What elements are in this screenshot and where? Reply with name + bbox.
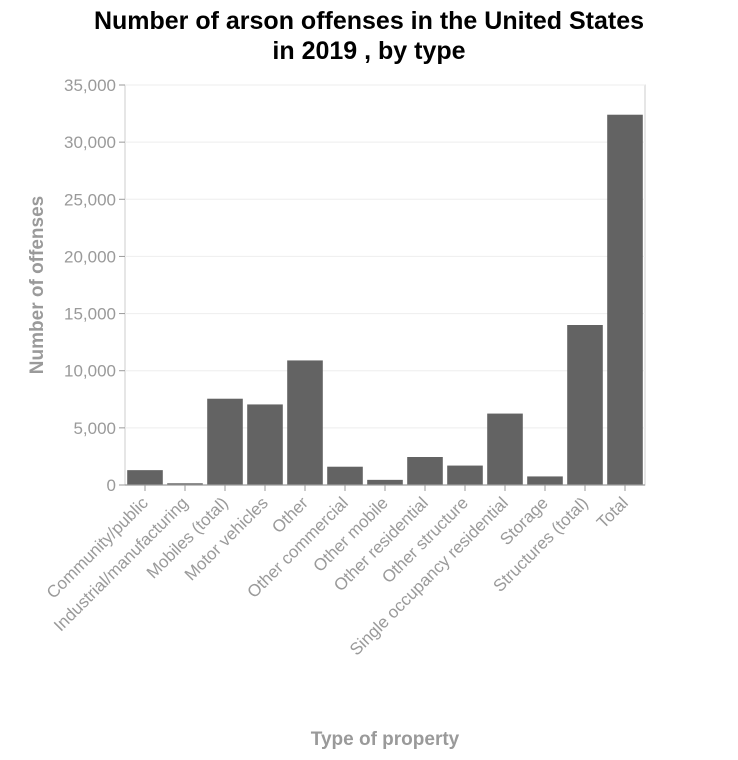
bar — [527, 476, 563, 485]
plot-area — [124, 84, 646, 486]
bar — [327, 466, 363, 485]
y-tick-label: 25,000 — [64, 190, 116, 209]
y-tick-label: 5,000 — [73, 419, 116, 438]
chart-title-line-1: Number of arson offenses in the United S… — [93, 7, 645, 35]
y-tick-label: 35,000 — [64, 76, 116, 95]
bar — [607, 114, 643, 485]
bar — [207, 398, 243, 485]
bar — [487, 413, 523, 485]
bar — [247, 404, 283, 485]
chart-title: Number of arson offenses in the United S… — [0, 6, 738, 66]
chart-title-line-2: in 2019 , by type — [272, 37, 466, 65]
bar — [407, 457, 443, 485]
x-axis-title: Type of property — [311, 729, 460, 750]
bar — [367, 479, 403, 485]
bar — [127, 470, 163, 485]
bar — [567, 325, 603, 485]
bar — [447, 465, 483, 485]
y-tick-label: 20,000 — [64, 247, 116, 266]
y-tick-label: 10,000 — [64, 362, 116, 381]
y-tick-label: 0 — [107, 476, 116, 495]
y-tick-label: 15,000 — [64, 305, 116, 324]
bar — [167, 483, 203, 485]
y-tick-label: 30,000 — [64, 133, 116, 152]
y-axis-title: Number of offenses — [27, 196, 48, 374]
bars — [127, 114, 643, 485]
bar — [287, 360, 323, 485]
x-tick-label: Total — [593, 493, 632, 532]
